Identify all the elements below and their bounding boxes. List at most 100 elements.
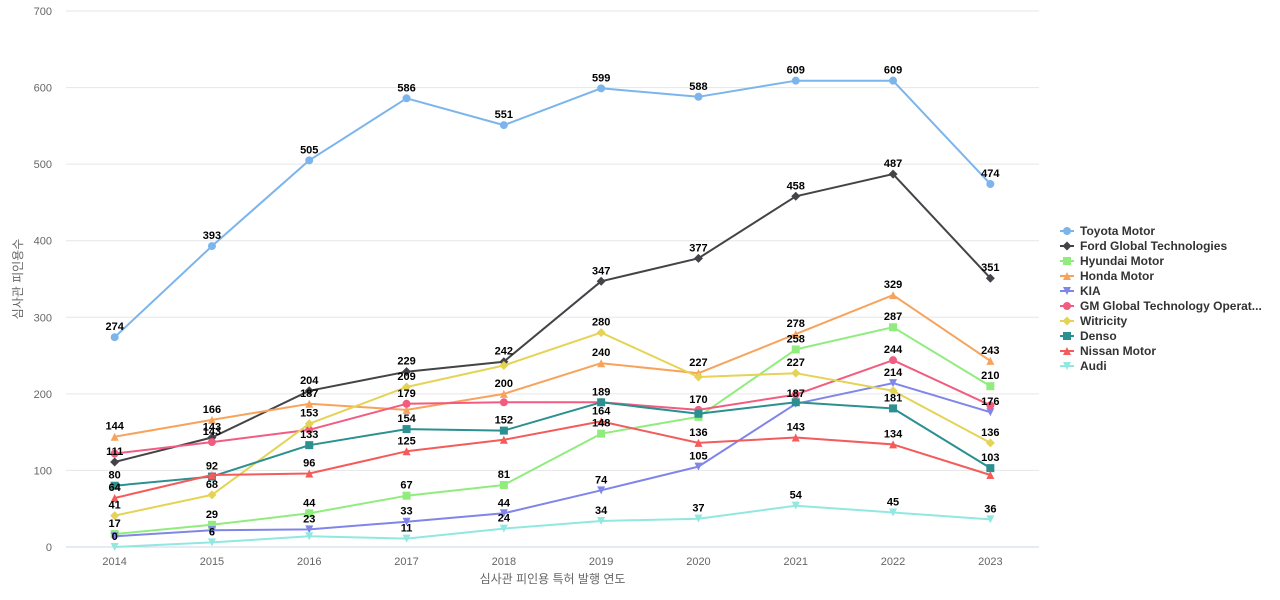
series-lines [110,76,995,551]
data-point [207,242,216,251]
data-label: 133 [300,429,318,441]
data-label: 181 [884,392,902,404]
legend-item[interactable]: Denso [1060,329,1117,343]
data-label: 243 [981,345,999,357]
legend-item[interactable]: KIA [1060,284,1101,298]
x-axis-title: 심사관 피인용 특허 발행 연도 [480,571,626,586]
series-line [114,420,991,499]
legend-item[interactable]: Toyota Motor [1060,224,1155,238]
data-point [889,76,898,85]
series-1 [110,169,995,467]
legend-marker [1062,241,1072,251]
legend-item[interactable]: Honda Motor [1060,269,1154,283]
data-point [499,426,508,435]
data-label: 44 [303,497,316,509]
data-point [986,382,995,391]
data-point [402,517,411,526]
data-point [694,514,703,523]
data-label: 274 [105,321,124,333]
data-label: 474 [981,168,1000,180]
data-point [110,333,119,342]
legend-item[interactable]: Witricity [1060,314,1128,328]
legend-label: Ford Global Technologies [1080,239,1227,253]
data-label: 377 [689,242,707,254]
legend-item[interactable]: Nissan Motor [1060,344,1156,358]
data-label: 393 [203,230,221,242]
data-point [110,532,119,541]
data-label: 229 [397,356,415,368]
legend-label: Hyundai Motor [1080,254,1164,268]
legend-marker [1062,316,1072,326]
y-tick-label: 300 [34,312,52,324]
data-point [791,76,800,85]
data-label: 258 [787,333,805,345]
data-label: 204 [300,375,319,387]
legend-label: Honda Motor [1080,269,1154,283]
data-point [499,398,508,407]
data-label: 6 [209,526,215,538]
y-tick-label: 200 [34,389,52,401]
data-point [791,368,801,378]
data-point [207,490,217,500]
data-label: 227 [689,357,707,369]
data-point [499,524,508,533]
data-point [791,501,800,510]
data-point [402,405,411,414]
data-label: 214 [884,367,903,379]
data-point [402,534,411,543]
series-line [114,504,991,548]
legend-item[interactable]: Audi [1060,359,1107,373]
data-point [304,419,314,429]
data-label: 599 [592,72,610,84]
data-point [207,526,216,535]
data-point [985,273,995,283]
data-label: 329 [884,279,902,291]
data-label: 80 [109,470,121,482]
legend-item[interactable]: GM Global Technology Operat... [1060,299,1262,313]
data-label: 136 [981,427,999,439]
data-label: 164 [592,405,611,417]
data-label: 24 [498,513,511,525]
data-label: 351 [981,262,999,274]
data-point [597,398,606,407]
data-label: 143 [787,422,805,434]
data-label: 154 [397,413,416,425]
data-point [889,508,898,517]
legend-marker [1063,332,1071,340]
data-label: 96 [303,457,315,469]
y-tick-label: 0 [46,542,52,554]
legend-item[interactable]: Ford Global Technologies [1060,239,1227,253]
data-label: 0 [112,531,118,543]
legend-item[interactable]: Hyundai Motor [1060,254,1164,268]
data-label: 105 [689,451,707,463]
data-label: 287 [884,311,902,323]
data-point [402,94,411,103]
data-label: 67 [400,480,412,492]
x-tick-label: 2023 [978,556,1002,568]
data-label: 125 [397,435,415,447]
legend-marker [1063,347,1071,355]
data-point [888,386,898,396]
data-point [304,386,314,396]
data-label: 586 [397,82,415,94]
data-label: 242 [495,346,513,358]
y-tick-label: 400 [34,236,52,248]
data-label: 179 [397,388,415,400]
x-tick-label: 2019 [589,556,613,568]
data-point [305,525,314,534]
data-label: 505 [300,144,318,156]
data-point [305,509,314,518]
data-label: 33 [400,506,412,518]
data-label: 244 [884,344,903,356]
data-label: 29 [206,509,218,521]
data-point [694,409,703,418]
series-line [114,382,991,538]
data-label: 227 [787,357,805,369]
data-point [499,121,508,130]
data-point [499,361,509,371]
data-point [305,156,314,165]
data-point [889,440,898,449]
data-label: 187 [787,388,805,400]
